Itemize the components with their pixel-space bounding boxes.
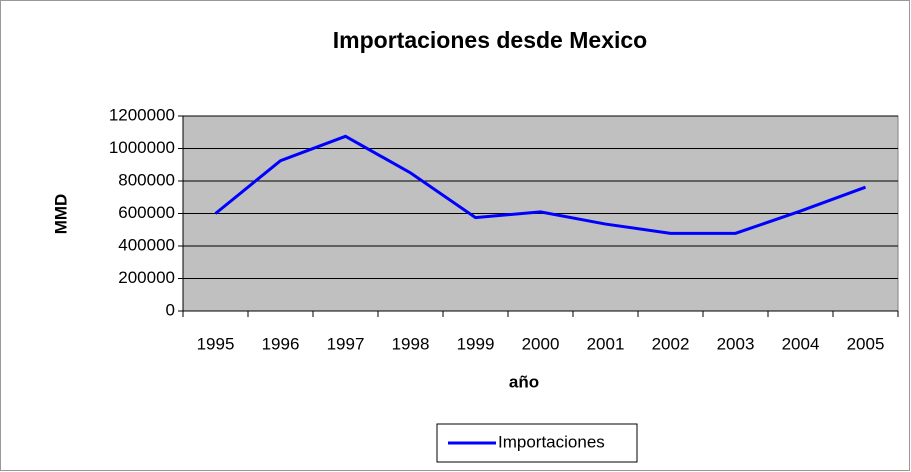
x-tick-label: 2002: [652, 334, 690, 353]
x-tick-label: 2001: [587, 334, 625, 353]
x-tick-label: 1996: [262, 334, 300, 353]
y-tick-label: 800000: [118, 170, 175, 189]
x-tick-label: 1999: [457, 334, 495, 353]
x-tick-label: 2005: [847, 334, 885, 353]
data-line: [214, 134, 867, 235]
chart-title: Importaciones desde Mexico: [333, 27, 647, 53]
y-tick-label: 0: [166, 300, 175, 319]
x-tick-label: 1998: [392, 334, 430, 353]
y-tick-label: 400000: [118, 235, 175, 254]
y-tick-label: 200000: [118, 268, 175, 287]
y-tick-label: 1000000: [109, 138, 175, 157]
x-tick-label: 1995: [197, 334, 235, 353]
x-tick-label: 2004: [782, 334, 820, 353]
y-tick-label: 1200000: [109, 105, 175, 124]
x-axis-label: año: [509, 372, 539, 391]
x-tick-label: 2000: [522, 334, 560, 353]
legend-label: Importaciones: [498, 432, 605, 451]
x-tick-label: 1997: [327, 334, 365, 353]
y-axis-label: MMD: [51, 194, 70, 235]
x-tick-label: 2003: [717, 334, 755, 353]
y-tick-label: 600000: [118, 203, 175, 222]
